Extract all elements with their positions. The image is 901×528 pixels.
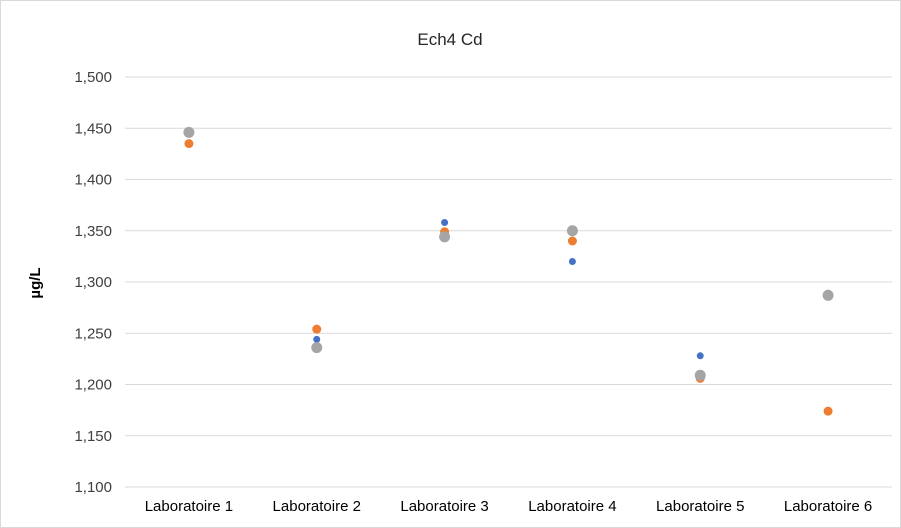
- x-category-label: Laboratoire 4: [528, 498, 616, 515]
- data-point: [441, 219, 449, 227]
- y-tick-label: 1,300: [74, 274, 112, 291]
- data-point: [822, 289, 834, 301]
- y-tick-label: 1,450: [74, 120, 112, 137]
- y-tick-label: 1,400: [74, 172, 112, 189]
- chart-title: Ech4 Cd: [417, 30, 482, 49]
- x-category-label: Laboratoire 6: [784, 498, 872, 515]
- data-points: [183, 126, 834, 416]
- y-tick-label: 1,350: [74, 223, 112, 240]
- data-point: [694, 369, 706, 381]
- data-point: [312, 324, 322, 334]
- y-tick-label: 1,200: [74, 377, 112, 394]
- x-category-labels: Laboratoire 1 Laboratoire 2 Laboratoire 3 L…: [145, 498, 873, 515]
- data-point: [696, 352, 704, 360]
- data-point: [313, 335, 321, 343]
- data-point: [567, 236, 577, 246]
- data-point: [823, 406, 833, 416]
- y-tick-label: 1,100: [74, 479, 112, 496]
- x-category-label: Laboratoire 2: [273, 498, 361, 515]
- y-tick-label: 1,150: [74, 428, 112, 445]
- y-tick-label: 1,250: [74, 325, 112, 342]
- y-tick-labels: 1,100 1,150 1,200 1,250 1,300 1,350 1,400 1,450…: [74, 69, 112, 496]
- x-category-label: Laboratoire 5: [656, 498, 744, 515]
- y-tick-label: 1,500: [74, 69, 112, 86]
- x-category-label: Laboratoire 1: [145, 498, 233, 515]
- x-category-label: Laboratoire 3: [400, 498, 488, 515]
- data-point: [568, 258, 576, 265]
- data-point: [439, 231, 451, 243]
- data-point: [566, 225, 578, 237]
- y-axis-label: µg/L: [27, 267, 44, 298]
- data-point: [184, 139, 194, 149]
- gridlines: [125, 76, 892, 488]
- data-point: [183, 126, 195, 138]
- data-point: [311, 342, 323, 354]
